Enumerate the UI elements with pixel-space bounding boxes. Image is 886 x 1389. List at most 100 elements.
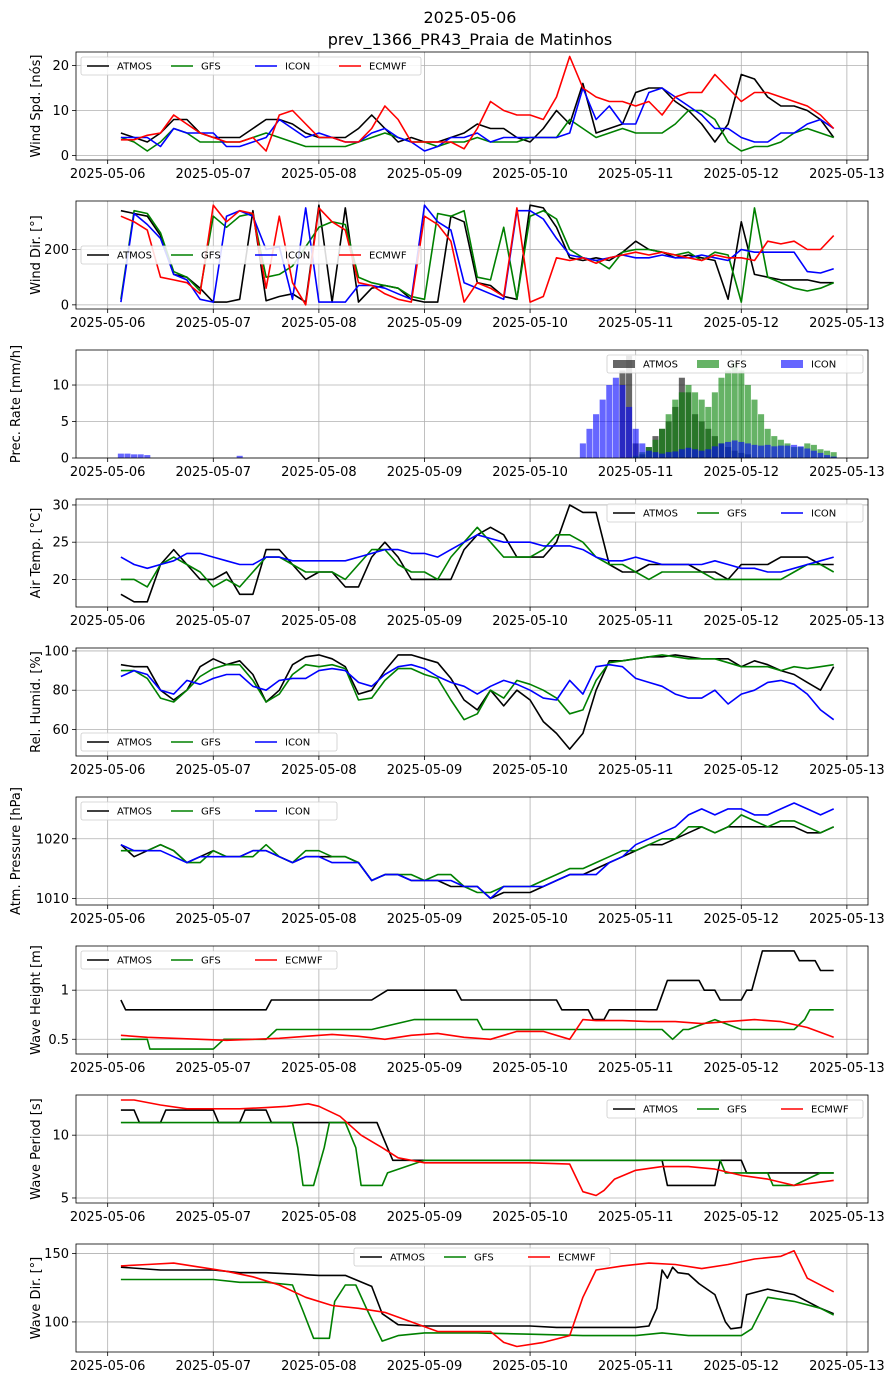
plot-area <box>120 55 835 152</box>
bar-gfs <box>744 385 751 458</box>
x-tick-label: 2025-05-11 <box>598 1359 674 1374</box>
bar-gfs <box>672 399 679 458</box>
panel-9: 2025-05-06 2025-05-07 2025-05-08 2025-05-09… <box>29 1243 885 1374</box>
y-tick-label: 100 <box>44 644 69 659</box>
legend-label: ECMWF <box>811 1105 849 1116</box>
bar-icon <box>817 452 824 458</box>
plot-area <box>117 355 837 458</box>
bar-icon <box>711 446 718 458</box>
legend-label: ICON <box>811 360 836 371</box>
x-tick-label: 2025-05-10 <box>492 1061 568 1076</box>
series-line-atmos <box>120 950 834 1021</box>
axes-frame <box>75 51 869 161</box>
legend: ATMOS GFS ICON <box>80 801 338 821</box>
y-axis-label: Air Temp. [°C] <box>29 508 44 599</box>
x-tick-label: 2025-05-08 <box>281 465 357 480</box>
series-line-icon <box>120 663 835 721</box>
y-axis-label: Atm. Pressure [hPa] <box>9 787 24 915</box>
x-tick-label: 2025-05-12 <box>703 1359 779 1374</box>
y-tick-label: 150 <box>44 1247 69 1262</box>
bar-icon <box>725 441 732 458</box>
x-tick-label: 2025-05-09 <box>387 763 463 778</box>
bar-gfs <box>705 406 712 458</box>
legend-label: ICON <box>811 509 836 520</box>
y-axis-label: Wind Spd. [nós] <box>29 55 44 158</box>
x-tick-label: 2025-05-13 <box>809 167 885 182</box>
bar-icon <box>758 445 765 458</box>
bar-icon <box>626 406 633 458</box>
axes-frame <box>75 945 869 1055</box>
y-axis-label: Prec. Rate [mm/h] <box>9 345 24 463</box>
y-tick-label: 0 <box>61 149 69 164</box>
bar-gfs <box>731 363 738 458</box>
series-line-atmos <box>120 1109 834 1187</box>
x-tick-label: 2025-05-06 <box>70 763 146 778</box>
legend-label: ATMOS <box>643 360 678 371</box>
x-tick-label: 2025-05-12 <box>703 1061 779 1076</box>
x-tick-label: 2025-05-12 <box>703 763 779 778</box>
axes-frame <box>75 498 869 608</box>
panel-7: 2025-05-06 2025-05-07 2025-05-08 2025-05-09… <box>29 945 885 1076</box>
legend-label: ATMOS <box>117 62 152 73</box>
x-tick-label: 2025-05-09 <box>387 1359 463 1374</box>
y-axis-label: Wave Dir. [°] <box>29 1257 44 1340</box>
bar-icon <box>678 449 685 458</box>
x-tick-label: 2025-05-07 <box>175 912 251 927</box>
bar-icon <box>784 445 791 458</box>
figure-title-line2: prev_1366_PR43_Praia de Matinhos <box>328 30 612 50</box>
legend-box <box>80 732 338 752</box>
series-line-gfs <box>120 814 835 894</box>
x-tick-label: 2025-05-06 <box>70 1061 146 1076</box>
x-tick-label: 2025-05-08 <box>281 316 357 331</box>
bar-gfs <box>652 439 659 458</box>
panel-3: 2025-05-06 2025-05-07 2025-05-08 2025-05-09… <box>9 345 885 480</box>
bar-gfs <box>824 450 831 458</box>
x-tick-label: 2025-05-11 <box>598 316 674 331</box>
series-line-gfs <box>120 526 835 588</box>
legend-box <box>80 950 338 970</box>
bar-icon <box>692 449 699 458</box>
x-tick-label: 2025-05-09 <box>387 167 463 182</box>
y-tick-label: 0 <box>61 298 69 313</box>
x-tick-label: 2025-05-09 <box>387 1210 463 1225</box>
plot-area <box>120 204 835 306</box>
x-tick-label: 2025-05-06 <box>70 912 146 927</box>
bar-icon <box>698 450 705 458</box>
legend-label: ATMOS <box>643 509 678 520</box>
x-tick-label: 2025-05-08 <box>281 763 357 778</box>
bar-gfs <box>685 385 692 458</box>
y-tick-label: 25 <box>52 536 69 551</box>
bar-icon <box>137 454 144 458</box>
x-tick-label: 2025-05-07 <box>175 763 251 778</box>
bar-icon <box>124 453 131 458</box>
x-tick-label: 2025-05-12 <box>703 1210 779 1225</box>
bar-icon <box>718 443 725 458</box>
bar-icon <box>117 453 124 458</box>
bar-icon <box>777 445 784 458</box>
bar-icon <box>632 428 639 458</box>
bar-icon <box>797 446 804 458</box>
y-tick-label: 60 <box>52 723 69 738</box>
x-tick-label: 2025-05-10 <box>492 316 568 331</box>
bar-icon <box>236 455 243 458</box>
bar-gfs <box>665 414 672 458</box>
y-tick-label: 200 <box>44 243 69 258</box>
bar-icon <box>764 444 771 458</box>
x-tick-label: 2025-05-07 <box>175 316 251 331</box>
legend-label: GFS <box>727 1105 747 1116</box>
x-tick-label: 2025-05-07 <box>175 1061 251 1076</box>
series-line-icon <box>120 802 835 900</box>
x-tick-label: 2025-05-12 <box>703 167 779 182</box>
legend-label: ATMOS <box>390 1253 425 1264</box>
panel-5: 2025-05-06 2025-05-07 2025-05-08 2025-05-09… <box>29 644 885 778</box>
legend-label: ICON <box>285 807 310 818</box>
x-tick-label: 2025-05-07 <box>175 167 251 182</box>
series-line-ecmwf <box>120 1018 834 1042</box>
bar-icon <box>619 385 626 458</box>
x-tick-label: 2025-05-11 <box>598 167 674 182</box>
x-tick-label: 2025-05-11 <box>598 763 674 778</box>
legend-label: GFS <box>474 1253 494 1264</box>
x-tick-label: 2025-05-13 <box>809 1210 885 1225</box>
bar-icon <box>731 440 738 458</box>
bar-gfs <box>725 370 732 458</box>
